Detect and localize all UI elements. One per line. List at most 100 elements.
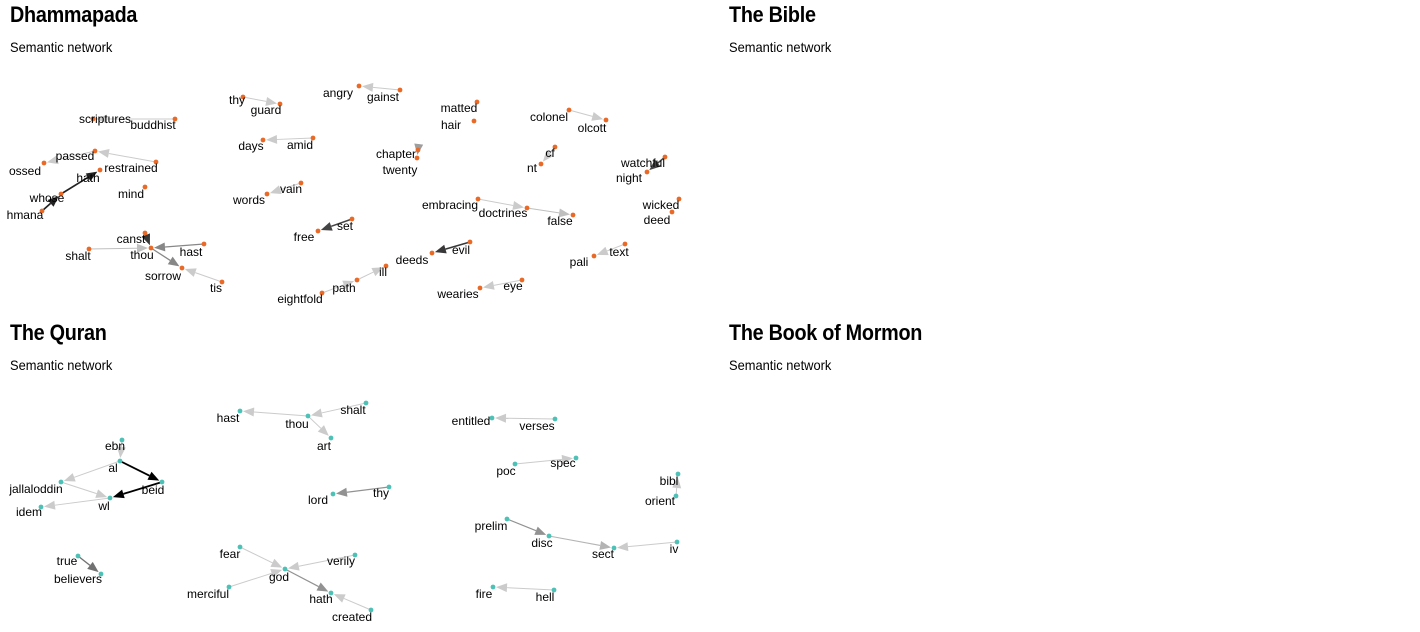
node-guard: guard bbox=[251, 101, 283, 117]
node-dot bbox=[538, 161, 544, 167]
arrow-head bbox=[112, 489, 125, 499]
arrow-head bbox=[153, 242, 166, 252]
node-label: twenty bbox=[383, 163, 418, 177]
panel-subtitle: Semantic network bbox=[10, 39, 113, 55]
node-label: chapter bbox=[376, 147, 416, 161]
arrow-head bbox=[116, 446, 126, 459]
node-hell: hell bbox=[536, 587, 557, 604]
node-ossed: ossed bbox=[9, 160, 47, 178]
edge-line bbox=[505, 417, 556, 420]
node-angry: angry bbox=[323, 83, 362, 100]
node-dot bbox=[237, 544, 243, 550]
node-fear: fear bbox=[220, 544, 243, 561]
node-dot bbox=[475, 196, 481, 202]
edge-line bbox=[108, 152, 157, 163]
node-dot bbox=[349, 216, 355, 222]
node-label: nt bbox=[527, 161, 538, 175]
node-label: fire bbox=[476, 587, 493, 601]
node-eightfold: eightfold bbox=[277, 290, 325, 306]
node-hair: hair bbox=[441, 118, 477, 132]
node-dot bbox=[264, 191, 270, 197]
node-label: orient bbox=[645, 494, 676, 508]
node-dot bbox=[477, 285, 483, 291]
arrow-head bbox=[270, 558, 283, 568]
arrow-head bbox=[512, 201, 525, 210]
node-canst: canst bbox=[117, 230, 148, 246]
node-label: lord bbox=[308, 493, 328, 507]
panel-dhammapada: Dhammapada Semantic network scriptures bu… bbox=[0, 0, 710, 314]
edge-line bbox=[526, 207, 560, 214]
node-label: angry bbox=[323, 86, 353, 100]
arrow-head bbox=[335, 487, 348, 497]
node-label: created bbox=[332, 610, 372, 624]
node-dot bbox=[219, 279, 225, 285]
edge-line bbox=[119, 460, 150, 477]
node-label: wearies bbox=[436, 287, 478, 301]
node-label: hath bbox=[76, 171, 99, 185]
node-label: verses bbox=[519, 419, 554, 433]
edge-passed-ossed bbox=[46, 150, 96, 165]
edge-line bbox=[307, 415, 322, 429]
edge-hast-thou bbox=[153, 242, 205, 252]
arrow-head bbox=[361, 82, 374, 92]
arrow-head bbox=[242, 407, 255, 417]
node-label: evil bbox=[452, 243, 470, 257]
arrow-head bbox=[482, 280, 495, 290]
node-dot bbox=[38, 504, 44, 510]
node-doctrines: doctrines bbox=[479, 205, 530, 220]
edge-thou-sorrow bbox=[150, 247, 180, 267]
node-deeds: deeds bbox=[396, 250, 435, 267]
node-label: hair bbox=[441, 118, 461, 132]
node-pali: pali bbox=[570, 253, 597, 269]
node-fire: fire bbox=[476, 584, 496, 601]
edge-doctrines-false bbox=[526, 207, 571, 218]
edge-line bbox=[60, 176, 89, 195]
arrow-head bbox=[46, 155, 59, 165]
arrow-head bbox=[96, 114, 107, 124]
node-dot bbox=[315, 228, 321, 234]
node-dot bbox=[277, 101, 283, 107]
arrow-head bbox=[141, 233, 150, 246]
node-label: fear bbox=[220, 547, 241, 561]
node-gainst: gainst bbox=[367, 87, 403, 104]
arrow-head bbox=[310, 408, 323, 418]
edge-gainst-angry bbox=[361, 82, 401, 92]
edge-line bbox=[284, 568, 319, 588]
node-orient: orient bbox=[645, 493, 679, 508]
edge-line bbox=[74, 460, 121, 478]
node-label: poc bbox=[496, 464, 515, 478]
node-label: hast bbox=[180, 245, 203, 259]
node-spec: spec bbox=[550, 455, 579, 470]
node-deed: deed bbox=[644, 209, 675, 227]
node-dot bbox=[552, 416, 558, 422]
node-label: idem bbox=[16, 505, 42, 519]
arrow-head bbox=[494, 413, 507, 423]
edge-path-ill bbox=[356, 267, 384, 281]
node-label: watchful bbox=[620, 156, 665, 170]
node-dot bbox=[504, 516, 510, 522]
node-dot bbox=[330, 491, 336, 497]
node-dot bbox=[644, 169, 650, 175]
node-poc: poc bbox=[496, 461, 518, 478]
node-label: olcott bbox=[578, 121, 607, 135]
edge-fear-god bbox=[239, 546, 283, 568]
arrow-head bbox=[270, 569, 283, 578]
node-label: eye bbox=[503, 279, 523, 293]
node-merciful: merciful bbox=[187, 584, 232, 601]
edge-al-beid bbox=[119, 460, 160, 481]
edge-created-hath bbox=[333, 594, 372, 611]
node-dot bbox=[669, 209, 675, 215]
node-jallaloddin: jallaloddin bbox=[8, 479, 64, 496]
edge-line bbox=[298, 554, 356, 567]
node-hast: hast bbox=[180, 241, 207, 259]
node-amid: amid bbox=[287, 135, 316, 152]
edge-set-free bbox=[320, 218, 353, 231]
edge-poc-spec bbox=[514, 454, 574, 465]
panel-title: The Quran bbox=[10, 320, 107, 345]
node-ebn: ebn bbox=[105, 437, 125, 453]
node-dot bbox=[552, 144, 558, 150]
edge-god-hath bbox=[284, 568, 329, 592]
node-dot bbox=[512, 461, 518, 467]
edge-thou-hast bbox=[242, 407, 309, 417]
edge-line bbox=[280, 182, 302, 191]
